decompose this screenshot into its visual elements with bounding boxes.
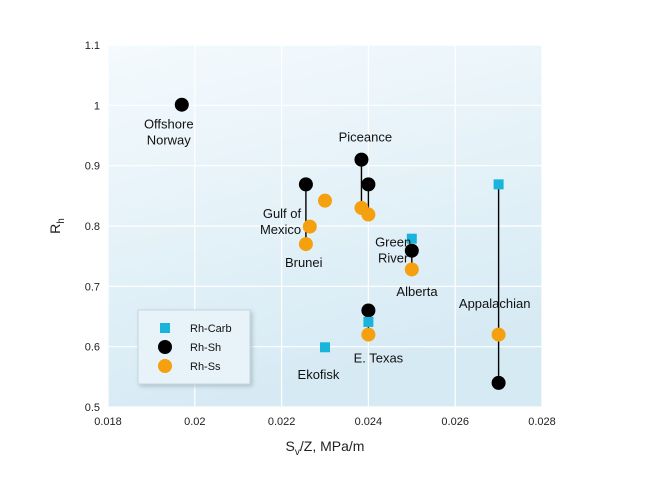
- point-ss: [298, 237, 313, 252]
- data-points: [174, 97, 506, 390]
- annotation-label: E. Texas: [354, 350, 404, 365]
- annotation-label: Ekofisk: [298, 367, 340, 382]
- legend-marker-carb: [160, 323, 170, 333]
- legend-item-carb: Rh-Carb: [160, 323, 232, 335]
- point-ss: [404, 262, 419, 277]
- annotation-label: Offshore Norway: [144, 116, 194, 147]
- point-ss: [361, 327, 376, 342]
- y-axis-label: Rh: [47, 218, 67, 234]
- point-sh: [491, 375, 506, 390]
- point-ss: [302, 219, 317, 234]
- annotation-label: Appalachian: [459, 296, 531, 311]
- legend-label-sh: Rh-Sh: [190, 342, 221, 354]
- point-sh: [361, 177, 376, 192]
- point-carb: [320, 342, 330, 353]
- point-sh: [361, 303, 376, 318]
- point-carb: [406, 233, 417, 244]
- legend-box: [137, 309, 251, 385]
- x-tick-label: 0.022: [268, 416, 296, 428]
- point-carb: [493, 179, 504, 190]
- y-tick-label: 0.6: [85, 342, 100, 354]
- legend-item-sh: Rh-Sh: [158, 340, 221, 354]
- legend: Rh-Carb Rh-Sh Rh-Ss: [137, 309, 251, 385]
- point-carb: [363, 316, 374, 327]
- point-sh: [404, 243, 419, 258]
- y-tick-label: 0.8: [85, 221, 100, 233]
- tick-labels: 0.018 0.02 0.022 0.024 0.026 0.028 0.5 0.6 0.7 0.…: [85, 40, 556, 428]
- point-sh: [298, 177, 313, 192]
- x-tick-label: 0.026: [441, 416, 469, 428]
- x-tick-label: 0.018: [94, 416, 122, 428]
- x-axis-label: Sv/Z, MPa/m: [286, 438, 365, 458]
- y-tick-label: 1.1: [85, 40, 100, 52]
- annotation-label: Brunei: [285, 255, 323, 270]
- legend-item-ss: Rh-Ss: [158, 359, 221, 373]
- point-ss: [491, 327, 506, 342]
- annotation-label: Alberta: [396, 284, 438, 299]
- y-tick-label: 1: [94, 100, 100, 112]
- point-sh: [174, 97, 189, 112]
- annotations: Offshore Norway Piceance Gulf of Mexico Brune…: [144, 116, 531, 382]
- x-tick-label: 0.024: [355, 416, 383, 428]
- legend-label-ss: Rh-Ss: [190, 361, 221, 373]
- point-sh: [354, 152, 369, 167]
- x-tick-label: 0.02: [184, 416, 205, 428]
- annotation-label: Green River: [375, 235, 411, 266]
- legend-label-carb: Rh-Carb: [190, 323, 232, 335]
- y-tick-label: 0.7: [85, 281, 100, 293]
- legend-marker-sh: [158, 340, 172, 354]
- y-tick-label: 0.9: [85, 161, 100, 173]
- annotation-label: Gulf of Mexico: [260, 206, 302, 237]
- legend-marker-ss: [158, 359, 172, 373]
- point-ss: [318, 193, 332, 208]
- point-ss: [361, 207, 376, 222]
- annotation-label: Piceance: [339, 130, 392, 145]
- x-tick-label: 0.028: [528, 416, 556, 428]
- y-tick-label: 0.5: [85, 402, 100, 414]
